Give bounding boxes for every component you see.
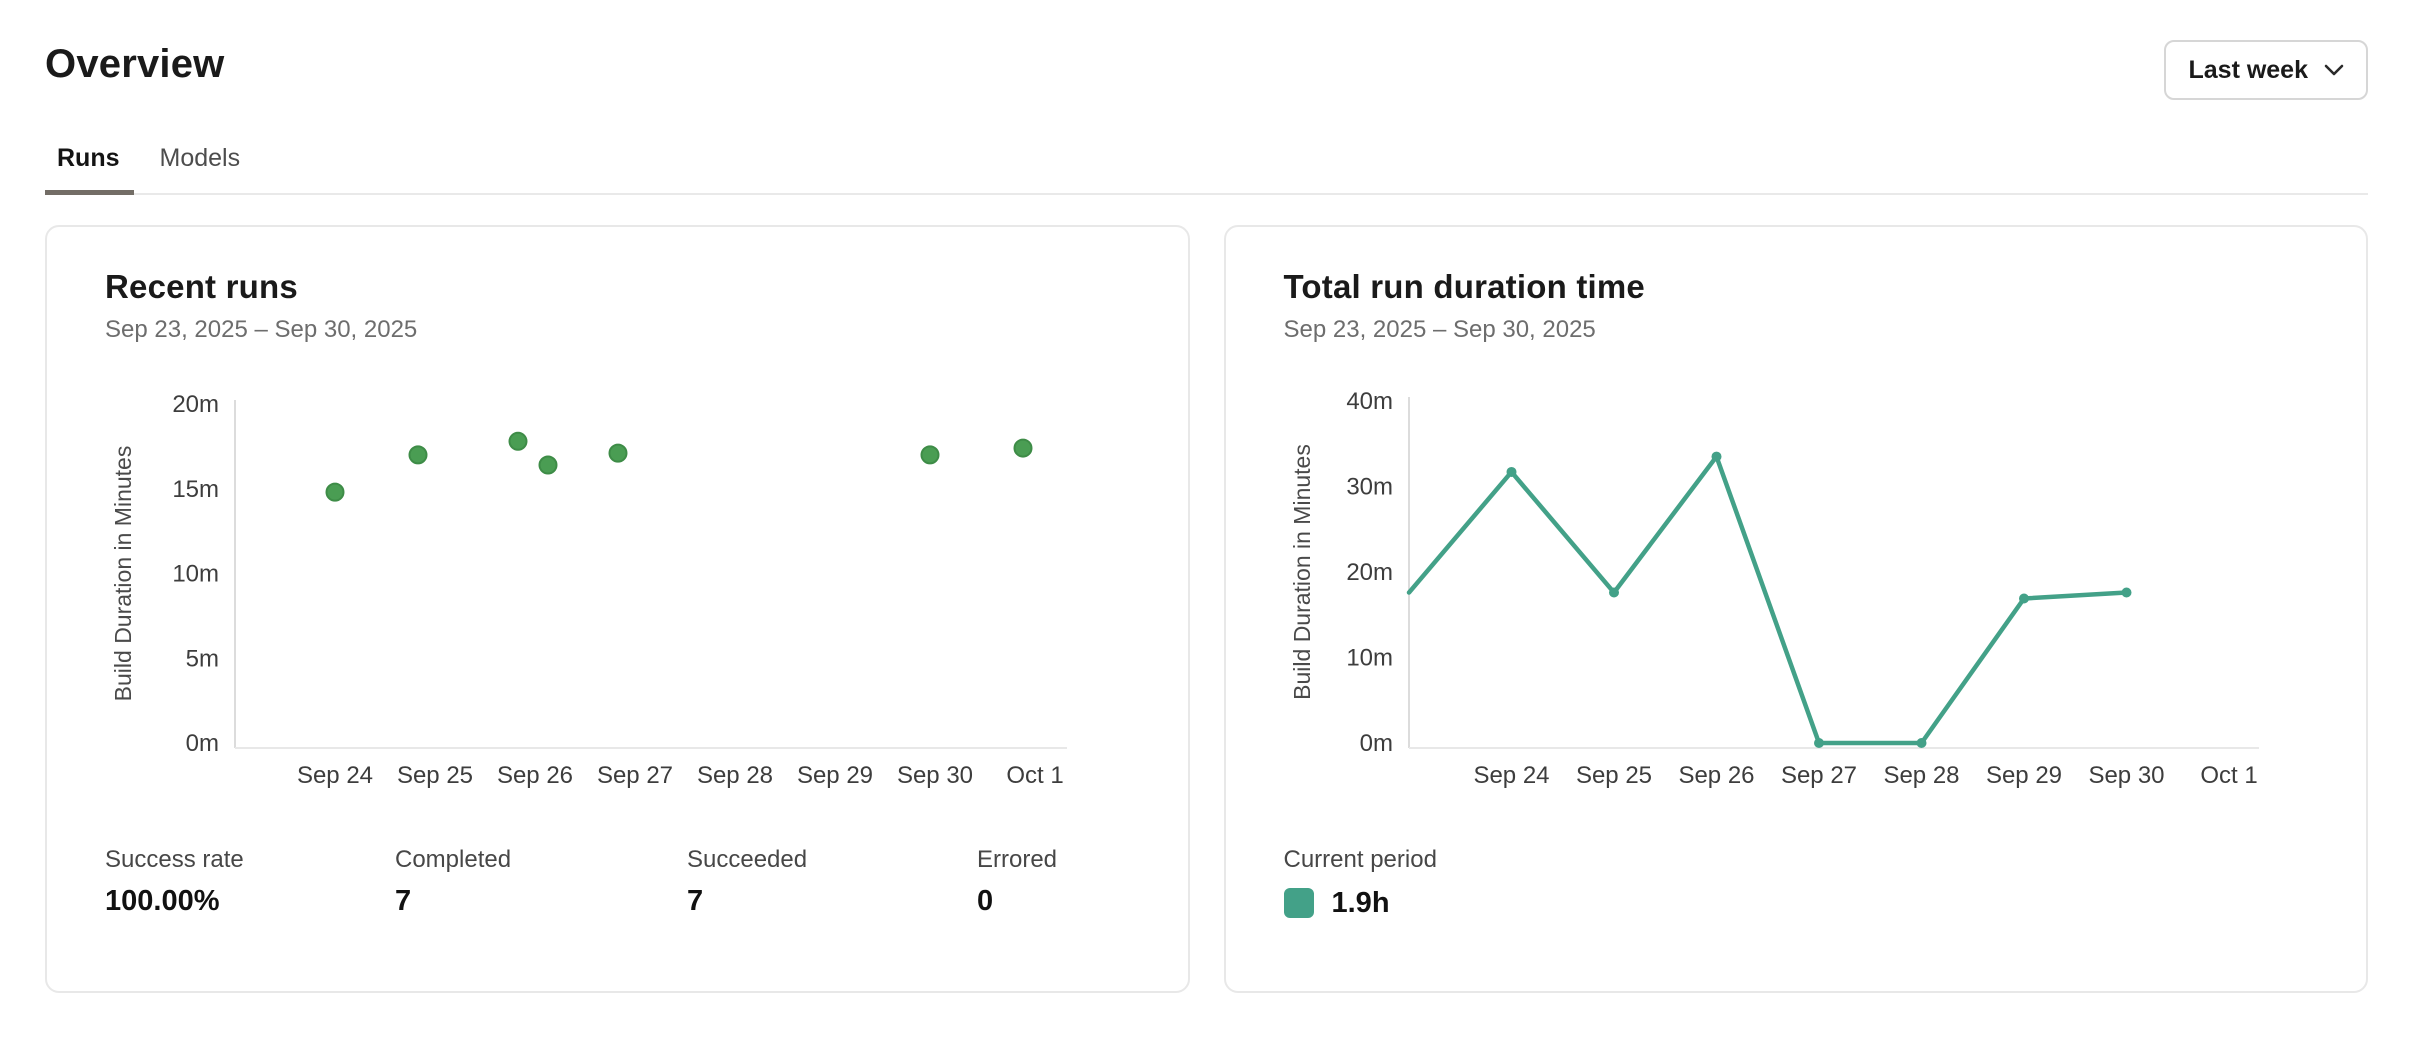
x-tick-label: Sep 24 [1473,762,1549,789]
y-tick-label: 5m [186,645,219,672]
x-tick-label: Sep 29 [1985,762,2061,789]
page-title: Overview [45,42,225,86]
recent-runs-scatter-chart: 0m 5m 10m 15m 20m Sep 24 Sep 25 Sep 26 Sep 27 Sep… [110,391,1067,789]
x-tick-label: Oct 1 [2200,762,2257,789]
y-axis-title: Build Duration in Minutes [110,446,136,702]
time-range-value: Last week [2188,56,2308,84]
x-tick-label: Sep 28 [697,762,773,789]
line-point [1813,738,1824,748]
y-tick-label: 10m [1346,645,1393,672]
x-tick-label: Sep 29 [797,762,873,789]
tab-runs[interactable]: Runs [45,142,134,195]
scatter-point [325,482,345,502]
y-tick-label: 0m [186,730,219,757]
total-run-duration-chart-area: 0m 10m 20m 30m 40m Sep 24 Sep 25 Sep 26 Sep 27 Se… [1284,391,2311,801]
x-tick-label: Sep 27 [1780,762,1856,789]
x-tick-label: Sep 28 [1883,762,1959,789]
line-point [2121,587,2131,598]
x-tick-label: Sep 30 [897,762,973,789]
scatter-point [538,455,558,475]
stat-succeeded: Succeeded 7 [687,846,808,917]
y-tick-label: 40m [1346,391,1393,415]
y-tick-label: 20m [1346,559,1393,586]
total-run-duration-title: Total run duration time [1283,268,1645,305]
stat-completed: Completed 7 [395,846,512,917]
duration-line [1406,454,2129,746]
x-tick-label: Sep 27 [597,762,673,789]
total-run-duration-line-chart: 0m 10m 20m 30m 40m Sep 24 Sep 25 Sep 26 Sep 27 Se… [1289,391,2259,789]
recent-runs-title: Recent runs [105,268,298,305]
stat-success-rate: Success rate 100.00% [105,846,244,917]
legend-value: 1.9h [1331,887,1390,919]
y-tick-label: 10m [172,561,219,588]
line-point [1711,451,1721,462]
y-tick-label: 15m [172,476,219,503]
x-tick-label: Oct 1 [1006,762,1063,789]
y-tick-label: 30m [1346,474,1393,501]
scatter-point [408,445,428,465]
y-tick-label: 0m [1359,730,1392,757]
total-run-duration-card: Total run duration time Sep 23, 2025 – S… [1223,225,2368,993]
x-tick-label: Sep 24 [297,762,373,789]
scatter-point [1013,438,1033,458]
recent-runs-stats: Success rate 100.00% Completed 7 Succeed… [105,845,1132,919]
line-point [1916,738,1926,748]
x-tick-label: Sep 26 [1678,762,1754,789]
time-range-dropdown[interactable]: Last week [2164,40,2368,100]
recent-runs-date-range: Sep 23, 2025 – Sep 30, 2025 [105,316,418,343]
scatter-point [508,431,528,451]
stat-errored: Errored 0 [977,846,1058,917]
recent-runs-card: Recent runs Sep 23, 2025 – Sep 30, 2025 … [45,225,1190,993]
legend-label: Current period [1283,846,1437,873]
line-point [1506,466,1516,477]
cards-row: Recent runs Sep 23, 2025 – Sep 30, 2025 … [45,225,2368,993]
y-axis-title: Build Duration in Minutes [1289,444,1315,700]
legend-swatch [1283,888,1314,918]
chevron-down-icon [2324,64,2344,75]
overview-page: Overview Last week Runs Models Recent ru… [45,40,2368,993]
x-tick-label: Sep 26 [497,762,573,789]
tab-models[interactable]: Models [159,144,241,172]
total-run-duration-date-range: Sep 23, 2025 – Sep 30, 2025 [1283,316,1596,343]
x-tick-label: Sep 25 [1575,762,1651,789]
line-point [1608,587,1619,598]
legend-row: 1.9h [1283,885,2311,921]
line-point [2018,593,2029,604]
y-tick-label: 20m [172,391,219,418]
scatter-point [920,445,940,465]
x-tick-label: Sep 25 [397,762,473,789]
scatter-point [608,443,628,463]
top-bar: Overview Last week [45,40,2368,100]
recent-runs-chart-area: 0m 5m 10m 15m 20m Sep 24 Sep 25 Sep 26 Sep 27 Sep… [105,391,1132,801]
x-tick-label: Sep 30 [2088,762,2164,789]
chart-legend: Current period 1.9h [1283,845,2311,921]
tab-bar: Runs Models [45,142,2368,195]
